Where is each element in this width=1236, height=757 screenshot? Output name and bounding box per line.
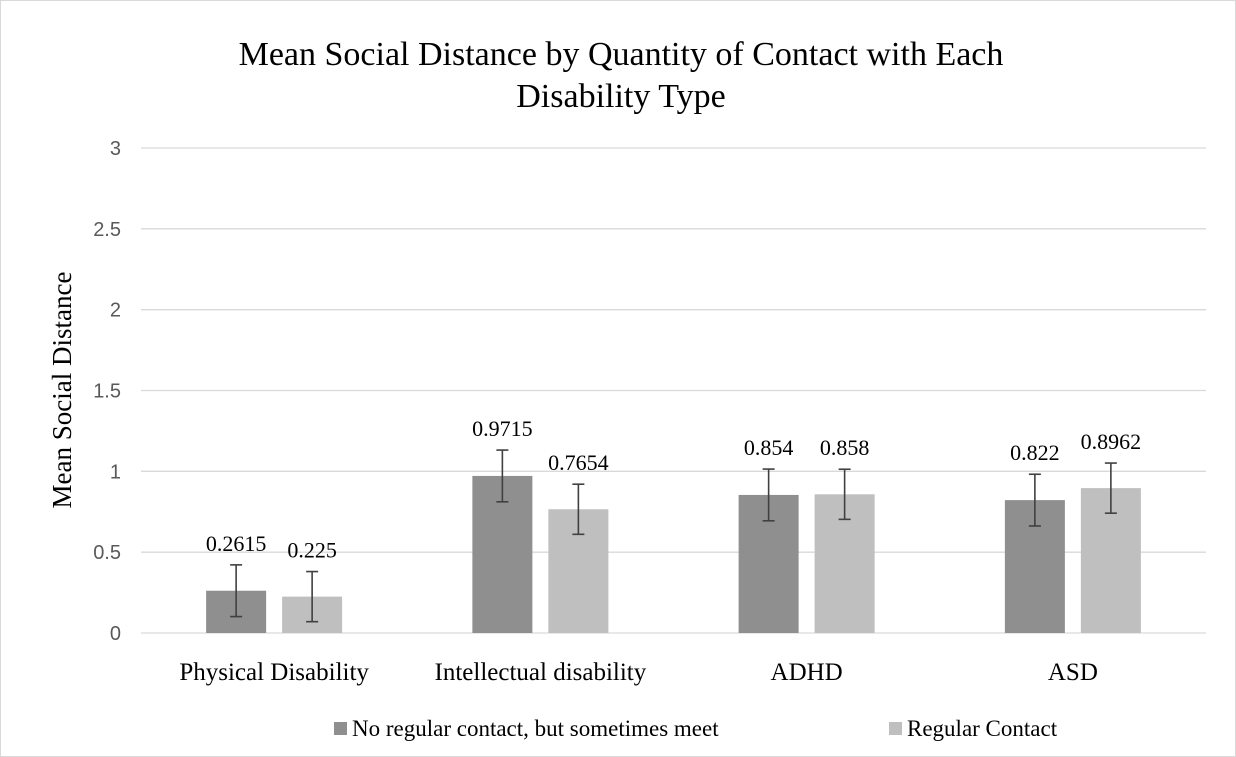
data-label: 0.858 xyxy=(820,435,870,460)
data-label: 0.854 xyxy=(744,435,794,460)
legend-label: Regular Contact xyxy=(907,716,1058,741)
data-label: 0.822 xyxy=(1010,440,1060,465)
chart-title-line-1: Mean Social Distance by Quantity of Cont… xyxy=(239,36,1004,73)
y-tick-label: 2 xyxy=(110,300,121,322)
legend-swatch xyxy=(334,722,347,735)
y-tick-label: 0.5 xyxy=(93,542,121,564)
y-axis-label: Mean Social Distance xyxy=(47,272,77,509)
data-label: 0.225 xyxy=(287,538,337,563)
x-tick-label: Intellectual disability xyxy=(435,659,647,686)
y-tick-label: 2.5 xyxy=(93,219,121,241)
data-label: 0.9715 xyxy=(472,416,533,441)
data-label: 0.8962 xyxy=(1081,429,1142,454)
bars xyxy=(206,475,1141,633)
legend-label: No regular contact, but sometimes meet xyxy=(352,716,719,741)
chart-title-line-2: Disability Type xyxy=(516,78,725,115)
x-tick-labels: Physical Disability Intellectual disabili… xyxy=(179,659,1098,686)
y-tick-labels: 0 0.5 1 1.5 2 2.5 3 xyxy=(93,138,121,645)
y-tick-label: 1 xyxy=(110,461,121,483)
y-tick-label: 1.5 xyxy=(93,381,121,403)
data-labels: 0.2615 0.225 0.9715 0.7654 0.854 0.858 0.822 0.… xyxy=(206,416,1141,562)
chart-title: Mean Social Distance by Quantity of Cont… xyxy=(239,36,1004,115)
gridlines xyxy=(141,147,1206,634)
x-tick-label: ADHD xyxy=(771,659,843,686)
x-tick-label: ASD xyxy=(1048,659,1098,686)
y-tick-label: 3 xyxy=(110,138,121,160)
y-tick-label: 0 xyxy=(110,623,121,645)
data-label: 0.2615 xyxy=(206,531,267,556)
data-label: 0.7654 xyxy=(548,450,609,475)
error-bars xyxy=(230,449,1117,623)
legend: No regular contact, but sometimes meet Re… xyxy=(334,716,1058,741)
x-tick-label: Physical Disability xyxy=(179,659,369,686)
legend-swatch xyxy=(889,722,902,735)
